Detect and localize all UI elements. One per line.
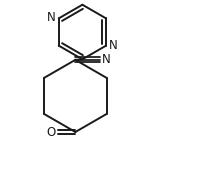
Text: O: O [46,125,56,139]
Text: N: N [109,39,118,52]
Text: N: N [102,53,111,66]
Text: N: N [47,11,56,24]
